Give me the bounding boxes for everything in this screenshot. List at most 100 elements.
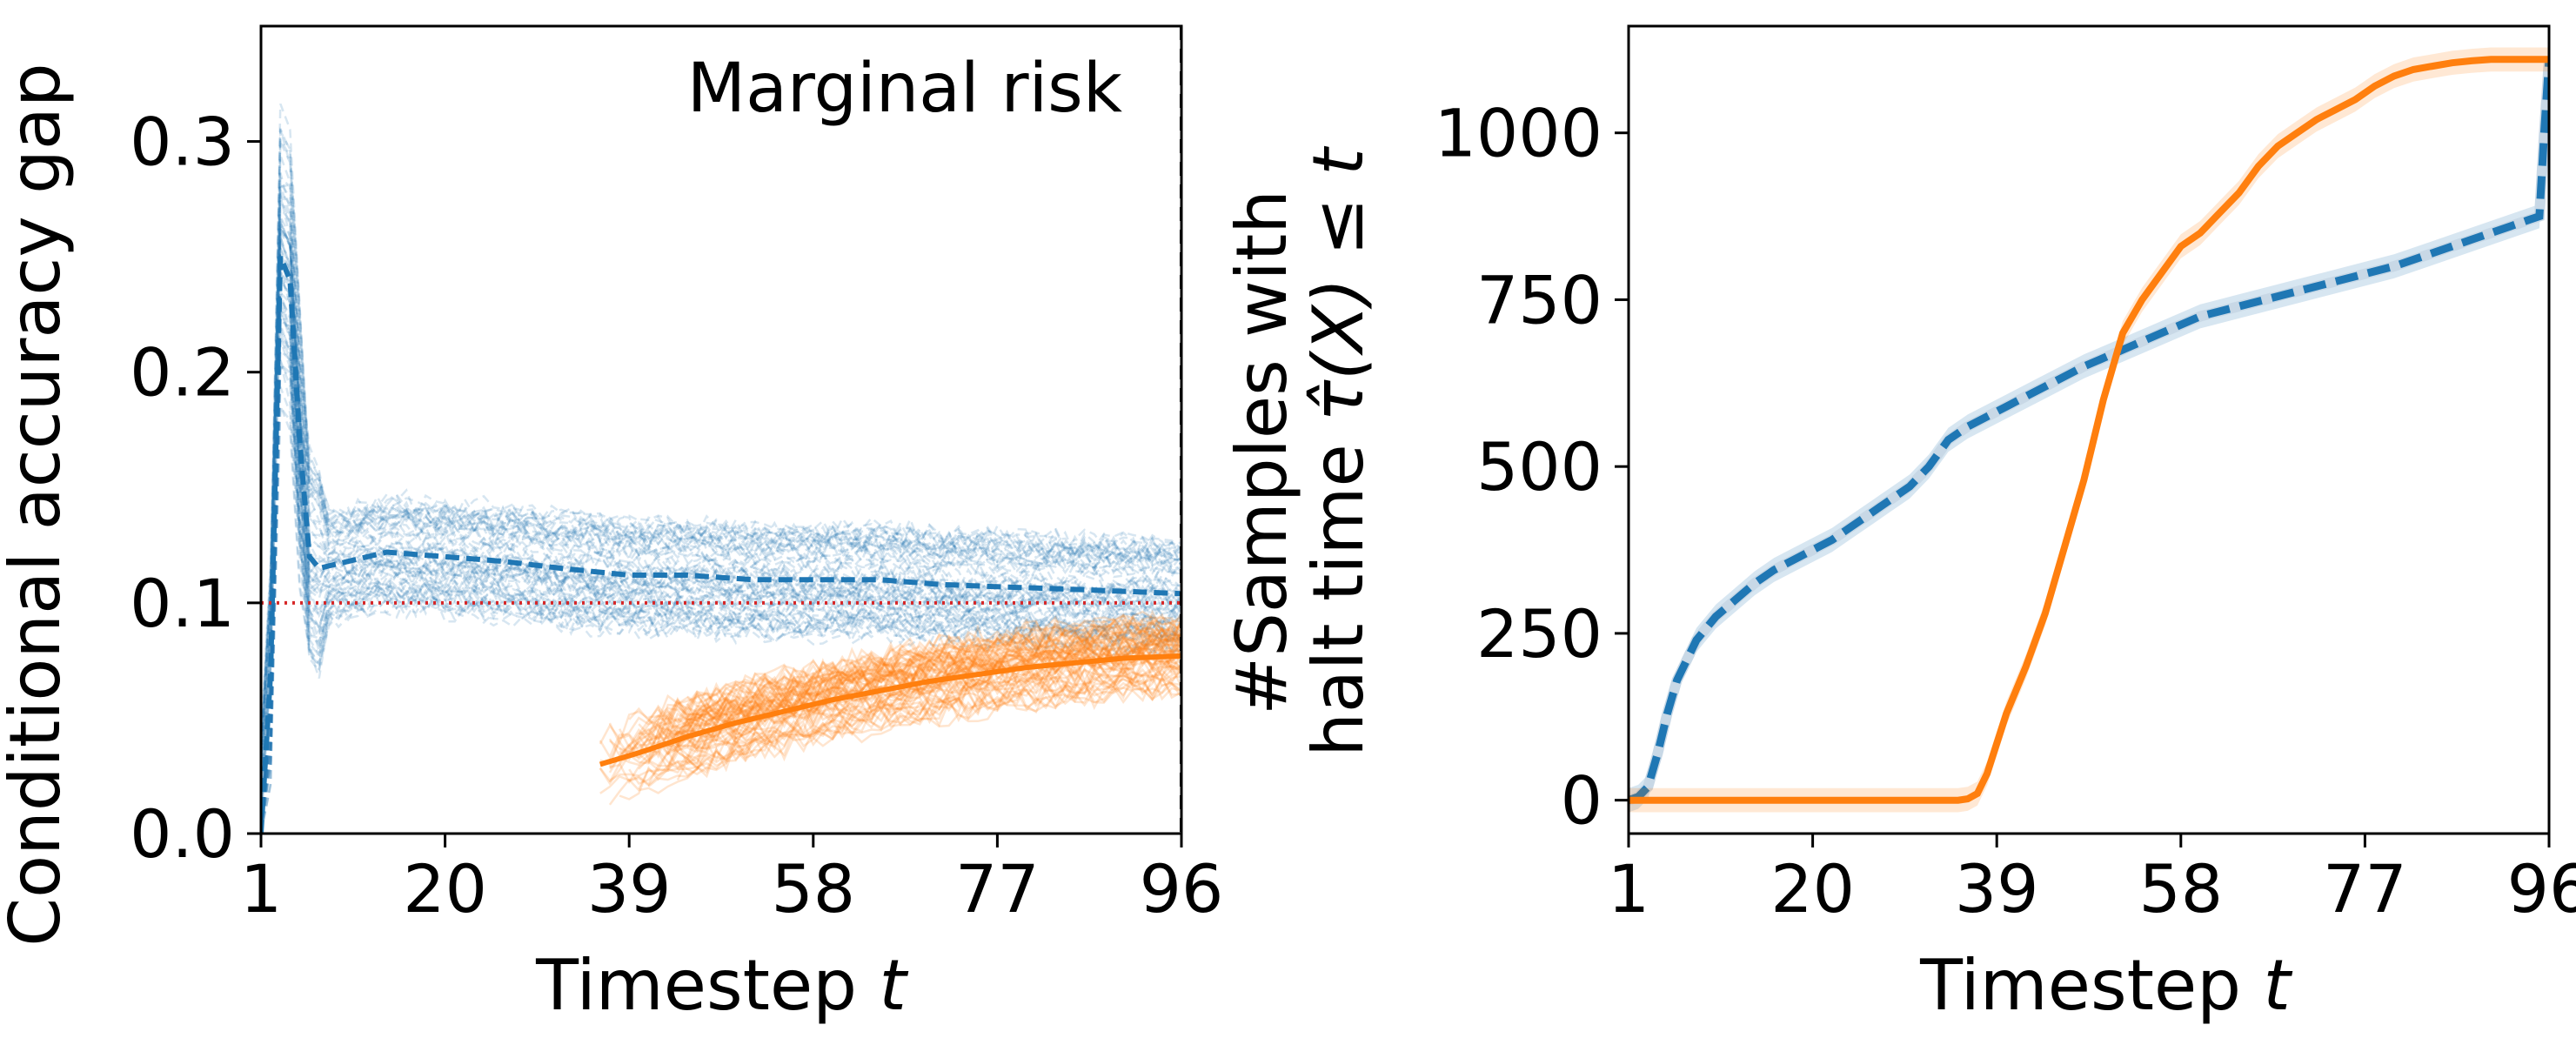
x-tick-label: 39 [1955, 850, 2039, 928]
orange-run-line [666, 649, 1181, 755]
orange-run-line [658, 630, 1181, 731]
orange-run-line [628, 638, 1181, 761]
orange-run-line [686, 613, 1181, 705]
orange-run-line [647, 663, 1181, 770]
blue-run-line [261, 332, 1181, 834]
blue-run-line [261, 216, 1181, 743]
orange-run-line [638, 615, 1181, 737]
blue-run-line [261, 271, 1181, 834]
orange-run-line [608, 663, 1181, 785]
blue-run-line [261, 319, 1181, 834]
blue-mean-line [261, 255, 1181, 834]
blue-run-line [261, 360, 1181, 834]
blue-run-line [261, 269, 1181, 834]
blue-run-line [261, 252, 1181, 834]
blue-run-line [261, 223, 1181, 813]
blue-run-line [261, 269, 1181, 834]
blue-run-line [261, 348, 1181, 834]
orange-run-line [599, 664, 1181, 782]
orange-run-line [599, 653, 1181, 786]
orange-run-line [639, 619, 1181, 736]
blue-run-line [261, 221, 1181, 777]
blue-run-line [261, 197, 1181, 766]
orange-run-line [686, 618, 1181, 723]
marginal-risk-annotation: Marginal risk [687, 50, 1122, 128]
x-tick-label: 77 [2323, 850, 2407, 928]
orange-mean-line [599, 653, 1181, 767]
orange-run-line [676, 670, 1181, 777]
blue-run-line [261, 326, 1181, 834]
orange-run-line [638, 674, 1181, 790]
orange-run-line [686, 653, 1181, 751]
blue-run-line [261, 191, 1181, 805]
x-tick-label: 39 [587, 850, 672, 928]
orange-run-line [648, 641, 1181, 756]
blue-run-line [261, 222, 1181, 778]
blue-run-line [261, 288, 1181, 834]
blue-run-line [261, 129, 1181, 762]
blue-run-line [261, 313, 1181, 834]
blue-run-line [261, 334, 1181, 834]
blue-run-line [261, 295, 1181, 825]
left-x-ticks: 1 20 39 58 77 96 [240, 834, 1223, 928]
blue-run-line [261, 290, 1181, 834]
orange-run-line [619, 681, 1181, 800]
blue-run-line [261, 222, 1181, 834]
blue-run-line [261, 183, 1181, 759]
blue-run-line [261, 155, 1181, 767]
x-tick-label: 20 [1770, 850, 1855, 928]
blue-run-line [261, 194, 1181, 784]
blue-run-line [261, 405, 1181, 834]
blue-run-line [261, 339, 1181, 834]
blue-run-line [261, 336, 1181, 834]
left-panel: 1 20 39 58 77 96 0.0 0.1 0.2 0.3 Marginal risk T… [0, 24, 1223, 1026]
y-tick-label: 500 [1476, 428, 1602, 506]
orange-run-line [599, 610, 1181, 745]
orange-run-line [657, 620, 1181, 724]
blue-run-line [261, 126, 1181, 747]
blue-run-line [261, 235, 1181, 834]
blue-run-line [261, 293, 1181, 828]
x-tick-label: 96 [2507, 850, 2576, 928]
blue-line [1629, 59, 2549, 804]
left-plot-area [261, 26, 1181, 834]
orange-run-line [638, 649, 1181, 770]
y-tick-label: 750 [1476, 261, 1602, 338]
blue-run-line [261, 180, 1181, 752]
orange-run-line [638, 620, 1181, 740]
orange-run-line [686, 637, 1181, 727]
right-y-axis-label-line1: #Samples with [1221, 190, 1302, 715]
blue-run-line [261, 311, 1181, 834]
blue-run-line [261, 172, 1181, 774]
orange-run-line [608, 677, 1181, 806]
orange-run-line [609, 653, 1181, 768]
orange-run-line [686, 629, 1181, 725]
blue-run-line [261, 103, 1181, 759]
orange-run-line [619, 638, 1181, 761]
x-tick-label: 77 [955, 850, 1040, 928]
x-tick-label: 1 [1608, 850, 1649, 928]
blue-run-line [261, 302, 1181, 834]
blue-run-line [261, 307, 1181, 834]
y-tick-label: 0.1 [130, 565, 235, 642]
orange-run-line [599, 675, 1181, 794]
orange-run-line [667, 648, 1181, 753]
orange-run-line [647, 672, 1181, 787]
left-x-axis-label: Timestep t [535, 945, 908, 1026]
x-tick-label: 20 [403, 850, 487, 928]
orange-run-line [677, 616, 1181, 721]
right-axes-frame [1627, 24, 2551, 835]
orange-run-line [628, 672, 1181, 786]
orange-run-line [647, 646, 1181, 767]
orange-run-line [686, 634, 1181, 730]
orange-run-line [666, 660, 1181, 767]
blue-run-line [261, 301, 1181, 834]
blue-run-line [261, 218, 1181, 793]
blue-run-line [261, 386, 1181, 834]
blue-run-line [261, 403, 1181, 834]
x-tick-label: 1 [240, 850, 282, 928]
orange-line [1629, 56, 2549, 804]
blue-run-line [261, 277, 1181, 790]
blue-confidence-band [1629, 47, 2549, 813]
orange-run-line [628, 635, 1181, 747]
